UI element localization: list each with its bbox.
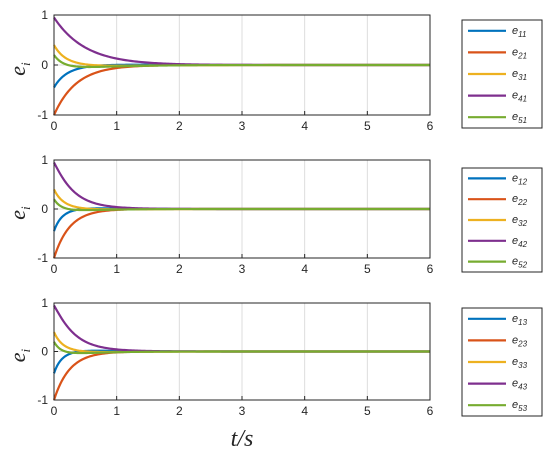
x-tick-label: 0 bbox=[51, 119, 58, 133]
y-axis-label: ei bbox=[5, 348, 33, 362]
legend-label-e22: e22 bbox=[512, 193, 528, 207]
legend: e11 e21 e31 e41 e51 bbox=[461, 19, 543, 129]
legend-label-e33: e33 bbox=[512, 356, 528, 370]
x-tick-label: 4 bbox=[301, 119, 308, 133]
x-tick-label: 2 bbox=[176, 404, 183, 418]
legend-label-e43: e43 bbox=[512, 378, 528, 392]
x-tick-label: 6 bbox=[427, 404, 434, 418]
x-axis-label: t/s bbox=[231, 426, 254, 452]
legend-label-e32: e32 bbox=[512, 214, 528, 228]
legend-label-e23: e23 bbox=[512, 334, 528, 348]
y-axis-label: ei bbox=[5, 206, 33, 220]
x-tick-label: 4 bbox=[301, 404, 308, 418]
x-tick-label: 3 bbox=[239, 119, 246, 133]
x-tick-label: 0 bbox=[51, 262, 58, 276]
legend-label-e52: e52 bbox=[512, 256, 528, 270]
legend-label-e31: e31 bbox=[512, 68, 527, 82]
x-tick-label: 1 bbox=[113, 262, 120, 276]
legend-label-e53: e53 bbox=[512, 399, 528, 413]
x-tick-label: 3 bbox=[239, 404, 246, 418]
x-tick-label: 5 bbox=[364, 119, 371, 133]
x-tick-label: 2 bbox=[176, 119, 183, 133]
legend-label-e42: e42 bbox=[512, 235, 528, 249]
y-tick-label: -1 bbox=[37, 251, 48, 265]
x-tick-label: 1 bbox=[113, 119, 120, 133]
y-tick-label: -1 bbox=[37, 393, 48, 407]
legend-label-e12: e12 bbox=[512, 172, 528, 186]
legend-label-e13: e13 bbox=[512, 313, 528, 327]
series-line-e53 bbox=[53, 341, 430, 355]
legend: e12 e22 e32 e42 e52 bbox=[461, 167, 543, 273]
x-tick-label: 3 bbox=[239, 262, 246, 276]
x-tick-label: 4 bbox=[301, 262, 308, 276]
legend-label-e51: e51 bbox=[512, 111, 527, 125]
y-axis-label: ei bbox=[5, 62, 33, 76]
x-tick-label: 6 bbox=[427, 262, 434, 276]
x-tick-label: 5 bbox=[364, 262, 371, 276]
y-tick-label: -1 bbox=[37, 108, 48, 122]
series-line-e52 bbox=[53, 198, 430, 212]
y-tick-label: 1 bbox=[41, 296, 48, 310]
legend: e13 e23 e33 e43 e53 bbox=[461, 307, 543, 417]
y-tick-label: 0 bbox=[41, 345, 48, 359]
legend-label-e41: e41 bbox=[512, 90, 527, 104]
legend-label-e21: e21 bbox=[512, 46, 527, 60]
series-line-e51 bbox=[53, 54, 430, 69]
legend-label-e11: e11 bbox=[512, 25, 526, 39]
x-tick-label: 0 bbox=[51, 404, 58, 418]
y-tick-label: 0 bbox=[41, 202, 48, 216]
y-tick-label: 0 bbox=[41, 58, 48, 72]
x-tick-label: 6 bbox=[427, 119, 434, 133]
x-tick-label: 1 bbox=[113, 404, 120, 418]
y-tick-label: 1 bbox=[41, 8, 48, 22]
y-tick-label: 1 bbox=[41, 153, 48, 167]
x-tick-label: 2 bbox=[176, 262, 183, 276]
x-tick-label: 5 bbox=[364, 404, 371, 418]
